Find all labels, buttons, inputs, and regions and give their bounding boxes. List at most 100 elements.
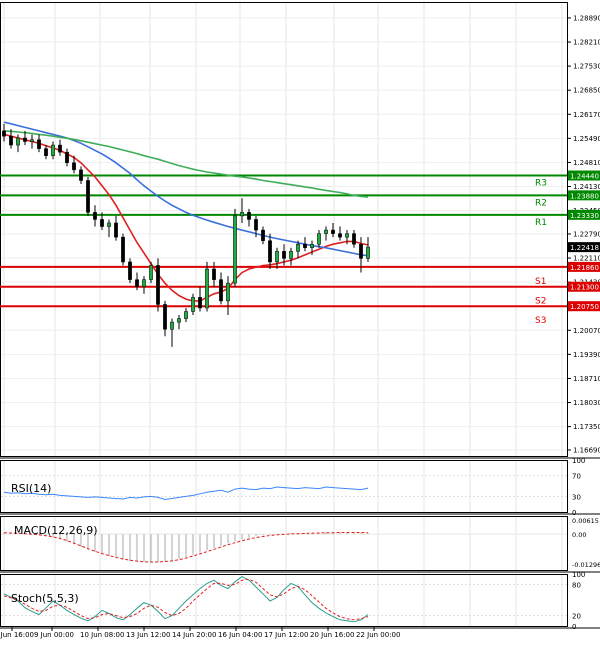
price-tick-label: 1.28210 — [573, 39, 600, 47]
panel-frame — [0, 460, 568, 513]
candle-body — [44, 148, 48, 156]
candle-body — [254, 219, 258, 231]
candle-body — [177, 318, 181, 323]
candle-body — [324, 229, 328, 234]
candle-body — [51, 144, 55, 156]
price-tick-label: 1.22790 — [573, 230, 600, 238]
pivot-price-tag-bg — [568, 170, 600, 181]
pivot-label-s3: S3 — [535, 316, 546, 326]
pivot-price-tag: 1.20750 — [570, 303, 599, 311]
pivot-label-r2: R2 — [535, 198, 547, 208]
rsi-line — [3, 486, 369, 501]
candle-body — [366, 246, 370, 259]
price-tick-label: 1.16690 — [573, 446, 600, 454]
macd-label: MACD(12,26,9) — [14, 524, 98, 537]
stoch-tick-label: 80 — [572, 581, 581, 589]
candle-body — [128, 261, 132, 280]
macd-tick-label: 0.00 — [572, 531, 586, 539]
candle-body — [317, 233, 321, 245]
candle-body — [65, 151, 69, 164]
candle-body — [359, 243, 363, 259]
price-tick-label: 1.25490 — [573, 135, 600, 143]
candle-body — [107, 222, 111, 227]
candle-body — [184, 311, 188, 319]
stoch-d-line — [3, 578, 369, 621]
rsi-tick-label: 0 — [572, 509, 576, 517]
pivot-label-r1: R1 — [535, 218, 547, 228]
time-tick-label: 20 Jun 16:00 — [310, 631, 354, 639]
candle-body — [191, 297, 195, 312]
price-tick-label: 1.17350 — [573, 423, 600, 431]
candle-body — [37, 139, 41, 149]
pivot-price-tag-bg — [568, 281, 600, 292]
candle-body — [310, 243, 314, 249]
pivot-price-tag: 1.24440 — [570, 173, 599, 181]
candle-body — [338, 233, 342, 238]
pivot-price-tag: 1.23880 — [570, 192, 599, 200]
stoch-tick-label: 100 — [572, 571, 585, 579]
price-tick-label: 1.22110 — [573, 255, 600, 263]
candle-body — [205, 268, 209, 309]
candle-body — [282, 251, 286, 259]
candle-body — [268, 240, 272, 263]
candle-body — [121, 236, 125, 263]
pivot-price-tag-bg — [568, 301, 600, 312]
candle-body — [114, 222, 118, 238]
rsi-label: RSI(14) — [11, 482, 51, 495]
candle-body — [142, 279, 146, 287]
candle-body — [233, 215, 237, 284]
candle-body — [275, 251, 279, 263]
price-tick-label: 1.27530 — [573, 63, 600, 71]
candle-body — [156, 265, 160, 305]
candle-body — [296, 243, 300, 252]
moving-average-ma-fast — [3, 133, 369, 302]
macd-tick-label: -0.012968 — [572, 561, 600, 569]
price-tick-label: 1.18030 — [573, 399, 600, 407]
candle-body — [149, 265, 153, 280]
candle-body — [226, 282, 230, 302]
candle-body — [2, 130, 6, 137]
stoch-k-line — [3, 576, 369, 623]
time-tick-label: 17 Jun 12:00 — [264, 631, 308, 639]
candle-body — [100, 219, 104, 227]
pivot-price-tag-bg — [568, 190, 600, 201]
candle-body — [170, 321, 174, 330]
candle-body — [23, 137, 27, 142]
time-tick-label: 16 Jun 04:00 — [218, 631, 262, 639]
pivot-price-tag: 1.21300 — [570, 284, 599, 292]
pivot-price-tag: 1.23330 — [570, 212, 599, 220]
macd-tick-label: 0.00615 — [572, 517, 599, 525]
time-tick-label: 10 Jun 08:00 — [80, 631, 124, 639]
rsi-tick-label: 100 — [572, 457, 585, 465]
price-tick-label: 1.24810 — [573, 159, 600, 167]
time-tick-label: 13 Jun 12:00 — [126, 631, 170, 639]
candle-body — [163, 304, 167, 330]
panel-frame — [0, 574, 568, 627]
candle-body — [247, 212, 251, 220]
rsi-tick-label: 70 — [572, 473, 581, 481]
candle-body — [240, 212, 244, 217]
candle-body — [58, 144, 62, 153]
candle-body — [30, 139, 34, 142]
price-tick-label: 1.20070 — [573, 327, 600, 335]
candle-body — [289, 251, 293, 259]
panel-frame — [0, 2, 568, 457]
candle-body — [198, 297, 202, 309]
candle-body — [261, 229, 265, 241]
candle-body — [9, 135, 13, 146]
candle-body — [212, 268, 216, 280]
current-price-tag: 1.22418 — [570, 244, 599, 252]
stoch-tick-label: 0 — [572, 623, 576, 631]
candle-body — [16, 137, 20, 146]
pivot-label-r3: R3 — [535, 179, 547, 189]
pivot-price-tag-bg — [568, 261, 600, 272]
price-tick-label: 1.28890 — [573, 14, 600, 22]
candle-body — [86, 180, 90, 213]
candle-body — [72, 162, 76, 171]
candle-body — [352, 233, 356, 245]
pivot-price-tag: 1.21860 — [570, 264, 599, 272]
candle-body — [135, 279, 139, 287]
price-tick-label: 1.18710 — [573, 375, 600, 383]
